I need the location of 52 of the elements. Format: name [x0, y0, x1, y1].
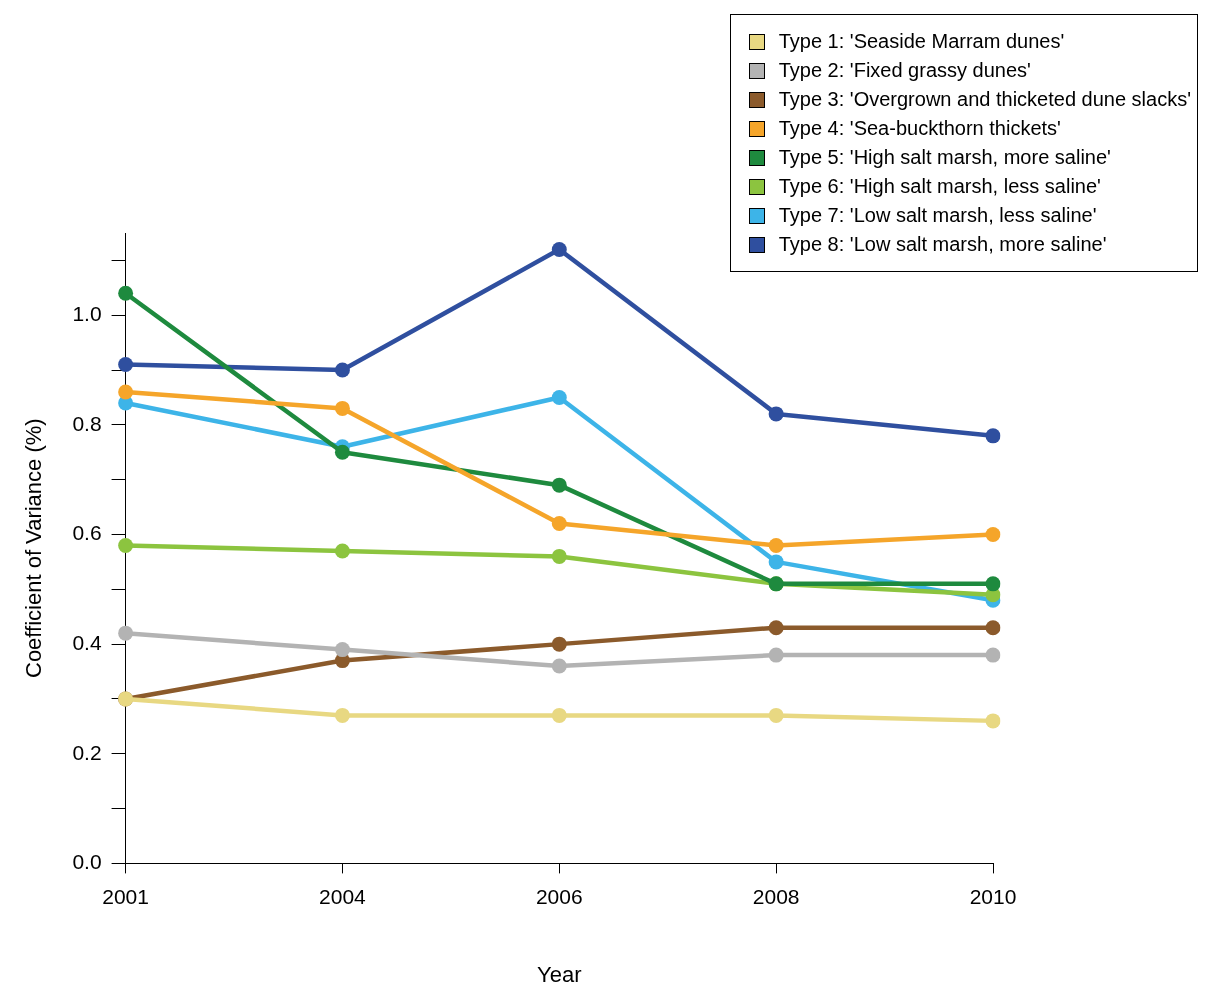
y-tick-label: 0.0: [72, 850, 102, 874]
y-tick-label: 0.2: [72, 740, 102, 764]
point: [768, 554, 784, 570]
legend-label: Type 5: 'High salt marsh, more saline': [778, 146, 1111, 169]
point: [118, 537, 134, 553]
y-tick-label: 0.6: [72, 521, 102, 545]
legend-label: Type 8: 'Low salt marsh, more saline': [778, 233, 1107, 256]
point: [334, 444, 350, 460]
legend-label: Type 6: 'High salt marsh, less saline': [778, 175, 1101, 198]
point: [551, 636, 567, 652]
point: [118, 285, 134, 301]
point: [334, 400, 350, 416]
point: [768, 620, 784, 636]
y-tick-label: 1.0: [72, 302, 102, 326]
point: [334, 543, 350, 559]
point: [551, 707, 567, 723]
point: [118, 625, 134, 641]
x-tick-label: 2006: [535, 884, 583, 908]
point: [118, 384, 134, 400]
x-tick-label: 2001: [102, 884, 149, 908]
point: [551, 389, 567, 405]
point: [551, 516, 567, 532]
point: [768, 406, 784, 422]
point: [985, 713, 1001, 729]
y-axis-title: Coefficient of Variance (%): [21, 418, 47, 679]
point: [118, 357, 134, 373]
point: [985, 620, 1001, 636]
legend-label: Type 2: 'Fixed grassy dunes': [778, 59, 1031, 82]
point: [985, 428, 1001, 444]
y-tick-label: 0.4: [72, 630, 102, 654]
point: [551, 548, 567, 564]
legend-label: Type 4: 'Sea-buckthorn thickets': [778, 117, 1061, 140]
point: [985, 647, 1001, 663]
point: [334, 707, 350, 723]
point: [334, 642, 350, 658]
point: [768, 647, 784, 663]
point: [551, 477, 567, 493]
x-tick-label: 2008: [752, 884, 800, 908]
point: [768, 707, 784, 723]
point: [985, 576, 1001, 592]
legend-label: Type 3: 'Overgrown and thicketed dune slacks': [778, 88, 1191, 111]
legend-label: Type 7: 'Low salt marsh, less saline': [778, 204, 1097, 227]
x-tick-label: 2004: [319, 884, 367, 908]
point: [551, 658, 567, 674]
y-tick-label: 0.8: [72, 411, 102, 435]
point: [334, 362, 350, 378]
point: [985, 527, 1001, 542]
point: [768, 537, 784, 553]
legend-label: Type 1: 'Seaside Marram dunes': [778, 30, 1065, 53]
point: [551, 241, 567, 257]
x-tick-label: 2010: [969, 884, 1017, 908]
x-axis-title: Year: [537, 961, 582, 987]
